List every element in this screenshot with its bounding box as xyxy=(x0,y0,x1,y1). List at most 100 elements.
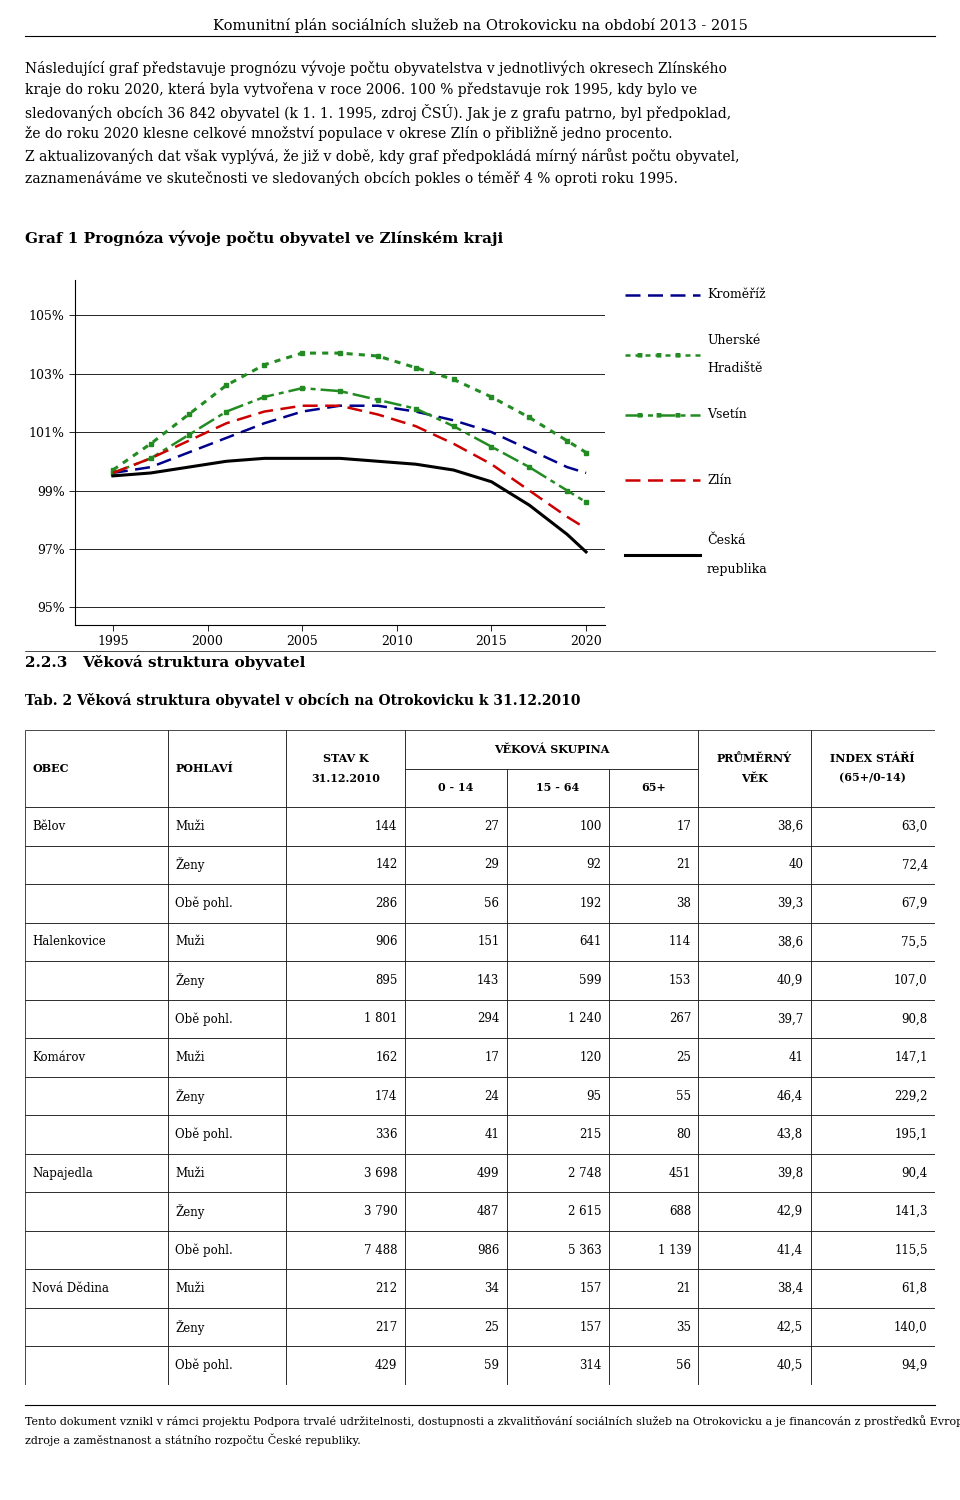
Text: 0 - 14: 0 - 14 xyxy=(438,783,473,794)
Bar xyxy=(168,730,286,807)
Bar xyxy=(405,1347,507,1384)
Bar xyxy=(810,1308,935,1347)
Text: Muži: Muži xyxy=(176,1167,204,1179)
Text: 95: 95 xyxy=(587,1089,602,1102)
Text: ■: ■ xyxy=(636,352,642,357)
Bar xyxy=(286,962,405,999)
Bar xyxy=(699,962,810,999)
Text: 92: 92 xyxy=(587,858,602,871)
Text: Muži: Muži xyxy=(176,1282,204,1294)
Text: 114: 114 xyxy=(669,936,691,948)
Bar xyxy=(507,1347,609,1384)
Text: Vsetín: Vsetín xyxy=(707,408,747,422)
Text: 43,8: 43,8 xyxy=(777,1128,804,1142)
Text: 80: 80 xyxy=(676,1128,691,1142)
Bar xyxy=(810,1232,935,1269)
Text: 174: 174 xyxy=(375,1089,397,1102)
Text: 286: 286 xyxy=(375,897,397,910)
Bar xyxy=(405,768,507,807)
Bar xyxy=(168,807,286,846)
Bar xyxy=(609,922,699,962)
Text: Ženy: Ženy xyxy=(176,1320,204,1335)
Text: 120: 120 xyxy=(579,1052,602,1064)
Text: 895: 895 xyxy=(375,974,397,987)
Text: Halenkovice: Halenkovice xyxy=(33,936,106,948)
Bar xyxy=(25,1116,168,1154)
Text: 429: 429 xyxy=(375,1359,397,1372)
Bar xyxy=(699,999,810,1038)
Bar xyxy=(168,846,286,883)
Bar xyxy=(168,1192,286,1231)
Bar xyxy=(405,846,507,883)
Text: 56: 56 xyxy=(485,897,499,910)
Text: 15 - 64: 15 - 64 xyxy=(537,783,580,794)
Text: Muži: Muži xyxy=(176,821,204,833)
Bar xyxy=(507,1232,609,1269)
Bar xyxy=(286,1347,405,1384)
Text: 27: 27 xyxy=(485,821,499,833)
Text: 40,9: 40,9 xyxy=(777,974,804,987)
Bar xyxy=(507,1308,609,1347)
Text: Hradiště: Hradiště xyxy=(707,363,762,375)
Text: 39,3: 39,3 xyxy=(777,897,804,910)
Text: VĚK: VĚK xyxy=(741,772,768,783)
Bar xyxy=(168,1232,286,1269)
Text: 63,0: 63,0 xyxy=(901,821,927,833)
Text: 7 488: 7 488 xyxy=(364,1244,397,1257)
Bar xyxy=(810,999,935,1038)
Bar xyxy=(609,1308,699,1347)
Bar xyxy=(25,807,168,846)
Text: 229,2: 229,2 xyxy=(895,1089,927,1102)
Text: 487: 487 xyxy=(477,1204,499,1218)
Text: 25: 25 xyxy=(485,1320,499,1334)
Text: Nová Dědina: Nová Dědina xyxy=(33,1282,109,1294)
Text: 31.12.2010: 31.12.2010 xyxy=(311,772,380,783)
Bar xyxy=(25,1308,168,1347)
Bar xyxy=(286,884,405,922)
Text: 29: 29 xyxy=(485,858,499,871)
Bar xyxy=(168,1116,286,1154)
Text: PRŮMĚRNÝ: PRŮMĚRNÝ xyxy=(717,753,792,765)
Bar xyxy=(699,1077,810,1116)
Text: 151: 151 xyxy=(477,936,499,948)
Bar xyxy=(405,807,507,846)
Bar xyxy=(168,1038,286,1077)
Text: 336: 336 xyxy=(375,1128,397,1142)
Bar xyxy=(405,1232,507,1269)
Text: ■: ■ xyxy=(656,413,661,417)
Text: 451: 451 xyxy=(669,1167,691,1179)
Text: 144: 144 xyxy=(375,821,397,833)
Text: 40: 40 xyxy=(788,858,804,871)
Bar xyxy=(699,922,810,962)
Bar xyxy=(609,1269,699,1308)
Bar xyxy=(25,1347,168,1384)
Bar xyxy=(609,999,699,1038)
Bar xyxy=(507,1192,609,1231)
Text: 17: 17 xyxy=(676,821,691,833)
Bar xyxy=(25,922,168,962)
Bar xyxy=(507,1154,609,1192)
Text: 2 748: 2 748 xyxy=(568,1167,602,1179)
Text: 143: 143 xyxy=(477,974,499,987)
Text: STAV K: STAV K xyxy=(323,753,369,765)
Bar xyxy=(699,1038,810,1077)
Text: 115,5: 115,5 xyxy=(894,1244,927,1257)
Bar xyxy=(810,1038,935,1077)
Bar xyxy=(25,1077,168,1116)
Text: 3 790: 3 790 xyxy=(364,1204,397,1218)
Bar xyxy=(699,1192,810,1231)
Text: Komárov: Komárov xyxy=(33,1052,85,1064)
Text: Ženy: Ženy xyxy=(176,1204,204,1219)
Bar xyxy=(405,999,507,1038)
Bar xyxy=(810,1269,935,1308)
Bar xyxy=(810,807,935,846)
Bar xyxy=(405,730,699,768)
Text: že do roku 2020 klesne celkové množství populace v okrese Zlín o přibližně jedno: že do roku 2020 klesne celkové množství … xyxy=(25,126,673,141)
Bar xyxy=(25,962,168,999)
Bar xyxy=(699,1116,810,1154)
Text: 38,4: 38,4 xyxy=(777,1282,804,1294)
Text: 1 139: 1 139 xyxy=(658,1244,691,1257)
Bar xyxy=(507,1116,609,1154)
Text: Následující graf představuje prognózu vývoje počtu obyvatelstva v jednotlivých o: Následující graf představuje prognózu vý… xyxy=(25,60,727,75)
Text: 35: 35 xyxy=(676,1320,691,1334)
